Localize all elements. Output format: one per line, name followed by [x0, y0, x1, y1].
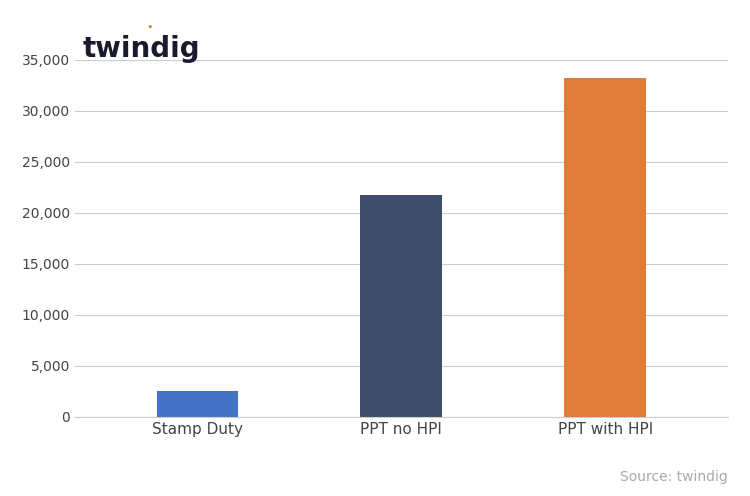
Text: Source: twindig: Source: twindig	[620, 470, 728, 485]
Text: twindig: twindig	[82, 35, 200, 62]
Bar	[157, 391, 238, 417]
Text: •: •	[146, 22, 153, 32]
Bar	[564, 78, 646, 417]
Bar	[361, 195, 442, 417]
